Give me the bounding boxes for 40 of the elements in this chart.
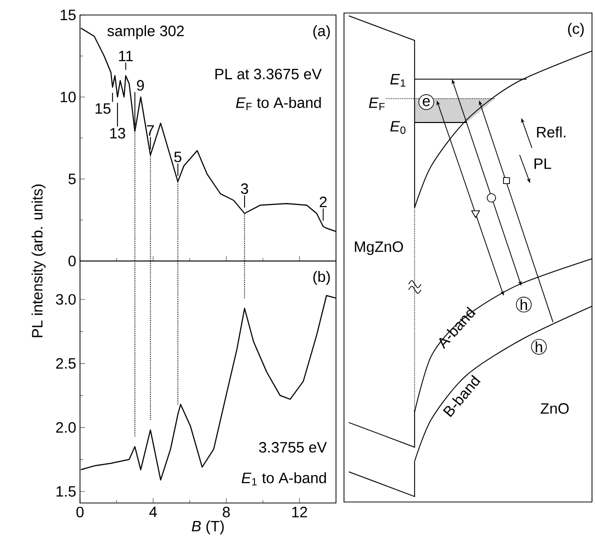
text: E$_{1}$ — [390, 74, 406, 87]
annotation: 13 — [110, 128, 126, 139]
text: e — [422, 98, 430, 106]
text: h — [520, 299, 527, 310]
annotation: 5 — [174, 152, 182, 162]
x-axis-title: B (T) — [192, 520, 224, 534]
text: Refl. — [537, 126, 566, 138]
annotation: sample 302 — [107, 25, 184, 40]
text: MgZnO — [354, 241, 403, 255]
y-tick-label: 5 — [68, 174, 76, 184]
x-tick-label: 4 — [149, 506, 157, 518]
y-tick-label: 10 — [60, 92, 76, 102]
text: h — [536, 341, 542, 352]
y-axis-title: PL intensity (arb. units) — [32, 184, 46, 338]
text: E$_{F}$ — [368, 98, 385, 110]
y-tick-label: 0 — [68, 256, 76, 266]
x-tick-label: 8 — [222, 506, 230, 518]
annotation: 11 — [119, 50, 133, 62]
y-tick-label: 3.0 — [56, 294, 76, 305]
annotation: E$_{F}$ to A-band — [236, 96, 321, 110]
x-tick-label: 0 — [76, 506, 84, 518]
y-tick-label: 15 — [60, 10, 76, 20]
annotation: 7 — [147, 125, 154, 136]
annotation: 3 — [240, 183, 248, 194]
annotation: 15 — [96, 103, 111, 114]
annotation: 2 — [320, 196, 327, 208]
y-tick-label: 1.5 — [56, 486, 76, 497]
x-tick-label: 12 — [292, 506, 308, 518]
annotation: PL at 3.3675 eV — [215, 68, 322, 80]
text: ZnO — [540, 403, 569, 414]
annotation: (a) — [313, 25, 330, 40]
annotation: 9 — [136, 80, 144, 91]
text: PL — [534, 158, 552, 169]
y-tick-label: 2.0 — [56, 422, 76, 433]
y-tick-label: 2.5 — [56, 358, 76, 369]
text: E$_{0}$ — [390, 121, 406, 134]
annotation: 3.3755 eV — [259, 442, 327, 453]
annotation: E$_{1}$ to A-band — [242, 472, 326, 486]
text: (c) — [568, 22, 584, 37]
annotation: (b) — [313, 270, 330, 285]
